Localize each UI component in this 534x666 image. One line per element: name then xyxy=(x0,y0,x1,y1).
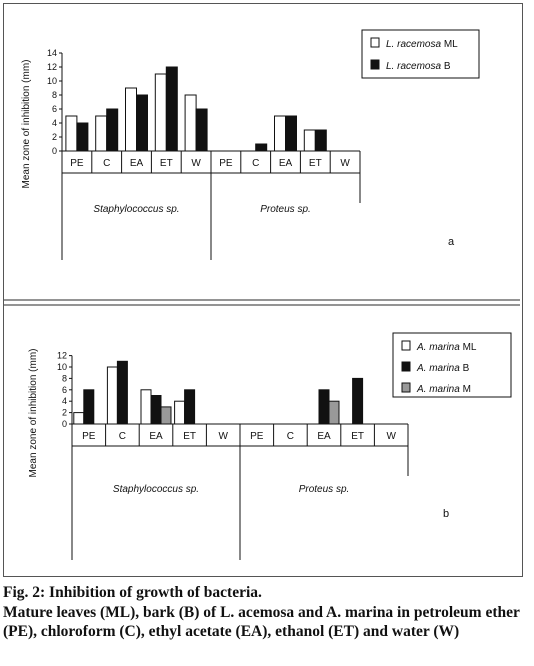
x-tick-label: ET xyxy=(160,158,173,169)
y-axis-title: Mean zone of inhibition (mm) xyxy=(21,60,32,189)
bar xyxy=(195,108,208,152)
y-axis-title: Mean zone of inhibition (mm) xyxy=(28,349,39,478)
bar xyxy=(140,389,152,425)
figure-caption-body: Mature leaves (ML), bark (B) of L. acemo… xyxy=(3,604,520,640)
bar xyxy=(174,400,186,425)
x-tick-label: EA xyxy=(149,431,163,442)
x-tick-label: EA xyxy=(279,158,293,169)
group-label: Staphylococcus sp. xyxy=(113,484,199,495)
x-tick-label: W xyxy=(218,431,228,442)
x-tick-label: ET xyxy=(309,158,322,169)
y-tick-label: 0 xyxy=(52,146,57,156)
legend-label: A. marina M xyxy=(416,384,471,395)
x-tick-label: ET xyxy=(351,431,364,442)
y-tick-label: 14 xyxy=(47,48,57,58)
x-tick-label: PE xyxy=(82,431,96,442)
bar xyxy=(303,129,316,152)
x-tick-label: PE xyxy=(219,158,233,169)
bar xyxy=(318,389,330,425)
bar xyxy=(160,406,172,425)
group-label: Staphylococcus sp. xyxy=(93,204,179,215)
legend-box xyxy=(392,332,512,398)
bar xyxy=(116,360,128,425)
group-label: Proteus sp. xyxy=(260,204,311,215)
y-tick-label: 4 xyxy=(62,396,67,406)
bar xyxy=(73,412,85,425)
bar xyxy=(184,94,197,152)
bar xyxy=(165,66,178,152)
bar xyxy=(76,122,89,152)
legend-label: A. marina ML xyxy=(416,342,477,353)
x-tick-label: EA xyxy=(317,431,331,442)
legend-label: L. racemosa ML xyxy=(386,39,458,50)
x-tick-label: ET xyxy=(183,431,196,442)
legend-box xyxy=(361,29,480,79)
y-tick-label: 4 xyxy=(52,118,57,128)
y-tick-label: 6 xyxy=(52,104,57,114)
y-tick-label: 8 xyxy=(52,90,57,100)
y-tick-label: 0 xyxy=(62,419,67,429)
bar xyxy=(65,115,78,152)
legend-swatch xyxy=(401,361,411,372)
bar xyxy=(328,400,340,425)
y-tick-label: 10 xyxy=(47,76,57,86)
bar xyxy=(106,366,118,425)
y-tick-label: 2 xyxy=(62,408,67,418)
x-tick-label: C xyxy=(103,158,110,169)
bar xyxy=(314,129,327,152)
bar xyxy=(136,94,148,152)
bar xyxy=(83,389,95,425)
x-tick-label: PE xyxy=(250,431,264,442)
y-tick-label: 12 xyxy=(57,351,67,361)
legend-label: L. racemosa B xyxy=(386,61,451,72)
bar xyxy=(154,73,167,152)
bar xyxy=(285,115,297,152)
bar xyxy=(125,87,137,152)
bar xyxy=(255,143,268,152)
legend-swatch xyxy=(401,382,411,393)
figure-frame xyxy=(3,3,523,577)
figure-caption-title: Fig. 2: Inhibition of growth of bacteria… xyxy=(3,584,262,601)
bar xyxy=(95,115,108,152)
y-tick-label: 12 xyxy=(47,62,57,72)
x-tick-label: EA xyxy=(130,158,144,169)
group-label: Proteus sp. xyxy=(299,484,350,495)
x-tick-label: C xyxy=(119,431,126,442)
x-tick-label: W xyxy=(386,431,396,442)
panel-label: a xyxy=(448,236,455,248)
panel-label: b xyxy=(443,508,449,520)
y-tick-label: 8 xyxy=(62,373,67,383)
y-tick-label: 10 xyxy=(57,362,67,372)
legend-swatch xyxy=(401,340,411,351)
bar xyxy=(274,115,286,152)
x-tick-label: C xyxy=(287,431,294,442)
bar xyxy=(352,377,364,425)
x-tick-label: PE xyxy=(70,158,84,169)
legend-swatch xyxy=(370,37,380,48)
bar xyxy=(150,395,162,425)
y-tick-label: 2 xyxy=(52,132,57,142)
y-tick-label: 6 xyxy=(62,385,67,395)
bar xyxy=(184,389,196,425)
chart-panel-a: 0 2 4 6 8 10 12 14 Mean zone of inhibition (mm) P… xyxy=(21,29,480,260)
x-tick-label: W xyxy=(191,158,201,169)
bar xyxy=(106,108,119,152)
legend-label: A. marina B xyxy=(416,363,470,374)
x-tick-label: C xyxy=(252,158,259,169)
x-tick-label: W xyxy=(340,158,350,169)
legend-swatch xyxy=(370,59,380,70)
